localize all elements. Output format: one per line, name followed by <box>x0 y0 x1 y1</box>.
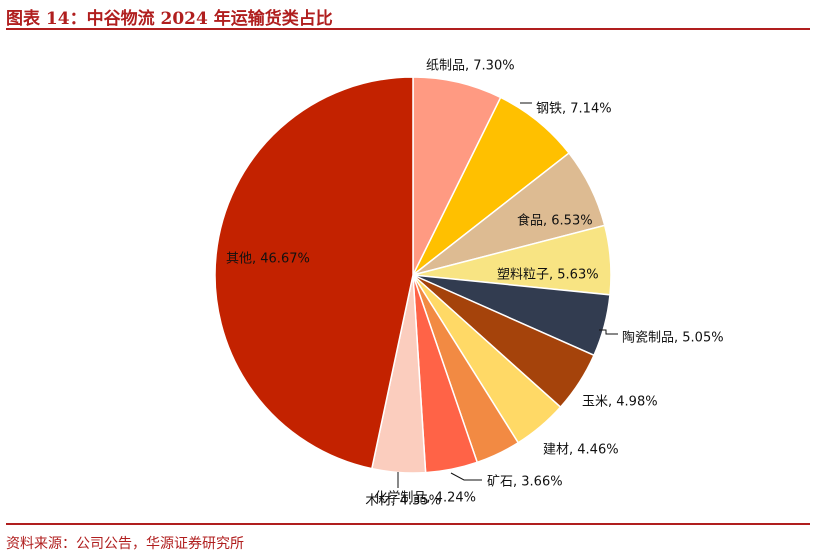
leader-line-7 <box>450 472 482 481</box>
slice-label-8: 化学制品, 4.24% <box>374 490 476 506</box>
slice-label-10: 其他, 46.67% <box>226 252 310 267</box>
slice-label-1: 钢铁, 7.14% <box>536 102 612 117</box>
figure-title: 图表 14：中谷物流 2024 年运输货类占比 <box>6 9 333 29</box>
slice-label-0: 纸制品, 7.30% <box>426 59 515 74</box>
slice-label-4: 陶瓷制品, 5.05% <box>622 330 724 346</box>
slice-label-5: 玉米, 4.98% <box>582 395 658 410</box>
slice-labels: 纸制品, 7.30% 钢铁, 7.14% 食品, 6.53% 塑料粒子, 5.63% 陶… <box>226 59 724 509</box>
pie-slices <box>214 76 612 474</box>
slice-label-7: 矿石, 3.66% <box>487 475 563 490</box>
title-rule <box>6 28 810 30</box>
slice-label-3: 塑料粒子, 5.63% <box>497 268 599 283</box>
leader-lines <box>397 102 618 488</box>
slice-label-9: 木材, 4.35% <box>365 494 441 509</box>
slice-label-6: 建材, 4.46% <box>543 443 619 458</box>
source-rule <box>6 523 810 525</box>
slice-label-2: 食品, 6.53% <box>517 213 593 229</box>
leader-line-4 <box>599 329 618 335</box>
source-note: 资料来源：公司公告，华源证券研究所 <box>6 536 244 552</box>
pie-slice-10 <box>214 76 414 470</box>
